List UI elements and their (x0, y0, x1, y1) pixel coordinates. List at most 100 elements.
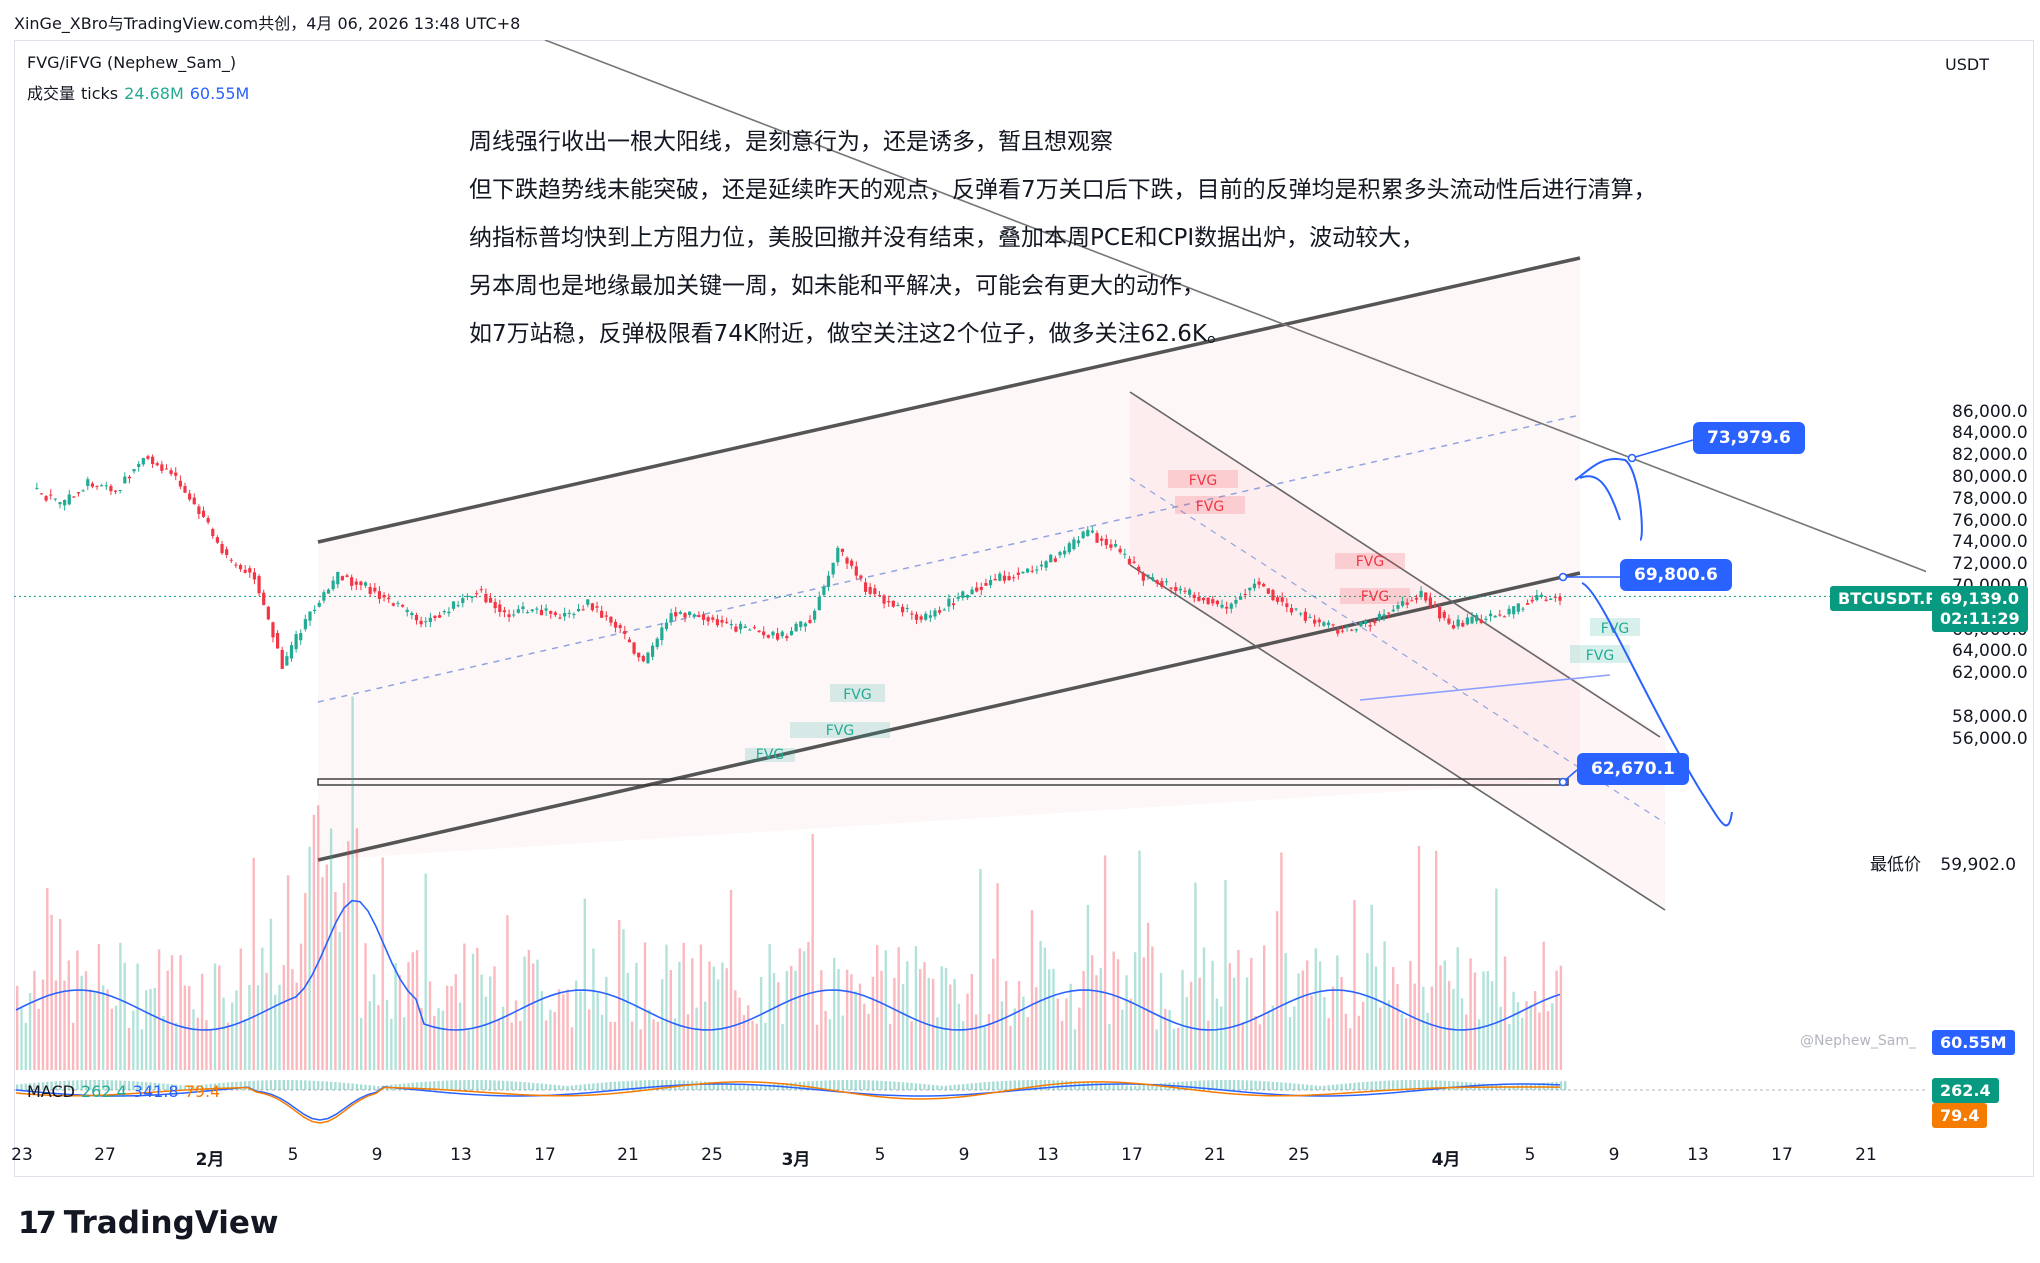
macd-histogram-bar (820, 1080, 823, 1090)
macd-histogram-bar (1422, 1080, 1425, 1090)
fvg-indicator-label[interactable]: FVG/iFVG (Nephew_Sam_) (27, 53, 237, 72)
fvg-label: FVG (1361, 589, 1389, 605)
x-tick-label: 17 (1121, 1145, 1143, 1165)
macd-indicator-label[interactable]: MACD 262.4 341.8 79.4 (27, 1082, 226, 1101)
macd-histogram-bar (63, 1080, 66, 1090)
macd-histogram-bar (643, 1080, 647, 1090)
candle-body (35, 487, 39, 489)
macd-histogram-bar (725, 1083, 728, 1090)
y-tick-label: 62,000.0 (1952, 663, 2028, 684)
y-tick-label: 58,000.0 (1952, 706, 2028, 727)
macd-histogram-bar (1555, 1081, 1558, 1090)
macd-histogram-bar (179, 1085, 182, 1090)
currency-label[interactable]: USDT (1945, 55, 1989, 74)
macd-histogram-bar (261, 1080, 264, 1090)
projection-up (1579, 475, 1621, 521)
macd-histogram-bar (321, 1081, 324, 1090)
volume-bar (106, 989, 109, 1070)
volume-bar (33, 970, 36, 1070)
macd-histogram-bar (183, 1085, 187, 1090)
macd-histogram-bar (1387, 1080, 1391, 1090)
macd-histogram-bar (695, 1081, 698, 1090)
candle-body (1451, 625, 1456, 629)
volume-bar (1181, 969, 1184, 1070)
candle-body (211, 529, 215, 537)
candle-body (743, 626, 747, 629)
candle-body (188, 493, 192, 500)
volume-indicator-label[interactable]: 成交量 ticks 24.68M 60.55M (27, 80, 255, 104)
lowest-price-label: 最低价 59,902.0 (1870, 850, 2016, 875)
x-tick-label: 17 (534, 1145, 556, 1165)
volume-bar (549, 1009, 552, 1070)
candle-body (1271, 590, 1275, 601)
volume-bar (1254, 1016, 1257, 1070)
volume-bar (441, 1010, 445, 1070)
volume-bar (1370, 904, 1373, 1070)
volume-bar (738, 997, 741, 1070)
macd-histogram-bar (476, 1080, 479, 1090)
macd-histogram-bar (286, 1080, 290, 1090)
macd-histogram-bar (1559, 1081, 1563, 1090)
volume-bar (618, 919, 621, 1070)
volume-bar (231, 1002, 234, 1070)
candle-body (1507, 608, 1511, 615)
support-line (1359, 674, 1611, 701)
candle-body (530, 609, 534, 612)
macd-histogram-bar (1508, 1085, 1511, 1090)
bar-countdown: 02:11:29 (1940, 609, 2020, 628)
candle-body (243, 569, 247, 573)
volume-bar (493, 966, 496, 1070)
candle-body (572, 613, 576, 615)
x-tick-label: 9 (958, 1145, 970, 1165)
candle-body (563, 613, 567, 617)
macd-histogram-bar (127, 1080, 131, 1090)
volume-bar (686, 1014, 690, 1070)
candle-body (1081, 531, 1085, 539)
volume-bar (119, 942, 122, 1070)
volume-bar (46, 887, 49, 1070)
volume-bar (510, 1022, 513, 1070)
volume-bar (1512, 991, 1515, 1070)
macd-histogram-bar (1138, 1085, 1141, 1090)
candle-body (956, 597, 960, 599)
volume-bar (1387, 1000, 1391, 1070)
note-line-2: 但下跌趋势线未能突破，还是延续昨天的观点，反弹看7万关口后下跌，目前的反弹均是积… (469, 177, 1657, 203)
macd-histogram-bar (484, 1080, 488, 1090)
macd-histogram-bar (1215, 1080, 1219, 1090)
candle-body (581, 609, 585, 611)
volume-bar (1142, 957, 1145, 1070)
macd-tag-b: 79.4 (1932, 1103, 1988, 1128)
macd-histogram-bar (768, 1084, 771, 1090)
candle-body (544, 608, 548, 611)
macd-histogram-bar (699, 1081, 703, 1090)
candle-body (197, 506, 201, 515)
candle-body (1354, 629, 1358, 631)
macd-histogram-bar (1439, 1080, 1442, 1090)
macd-histogram-bar (837, 1080, 840, 1090)
volume-bar (1465, 1014, 1468, 1070)
macd-histogram-bar (549, 1084, 552, 1090)
macd-histogram-bar (497, 1080, 500, 1090)
last-price-tag: 69,139.0 02:11:29 (1932, 586, 2028, 632)
macd-histogram-bar (325, 1081, 328, 1090)
volume-bar (1082, 970, 1085, 1070)
macd-histogram-bar (222, 1082, 225, 1090)
candle-body (1002, 575, 1007, 581)
volume-bar (1134, 952, 1137, 1070)
candle-body (1169, 587, 1173, 589)
macd-histogram-bar (600, 1082, 604, 1090)
candle-body (891, 600, 895, 607)
price-chart[interactable]: FVG FVG FVG FVG FVG FVG FVG FVG FVG (0, 0, 2040, 1180)
candle-body (368, 587, 372, 594)
volume-bar (721, 962, 724, 1070)
candle-body (1095, 533, 1099, 543)
macd-histogram-bar (269, 1080, 273, 1090)
volume-bar (162, 1016, 165, 1070)
volume-bar (317, 805, 320, 1070)
tradingview-logo[interactable]: 17 TradingView (18, 1205, 279, 1241)
volume-bar (996, 883, 999, 1070)
volume-bar (497, 1019, 500, 1070)
macd-histogram-bar (265, 1080, 268, 1090)
ascending-channel-fill (318, 258, 1580, 860)
volume-bar (437, 1008, 440, 1070)
